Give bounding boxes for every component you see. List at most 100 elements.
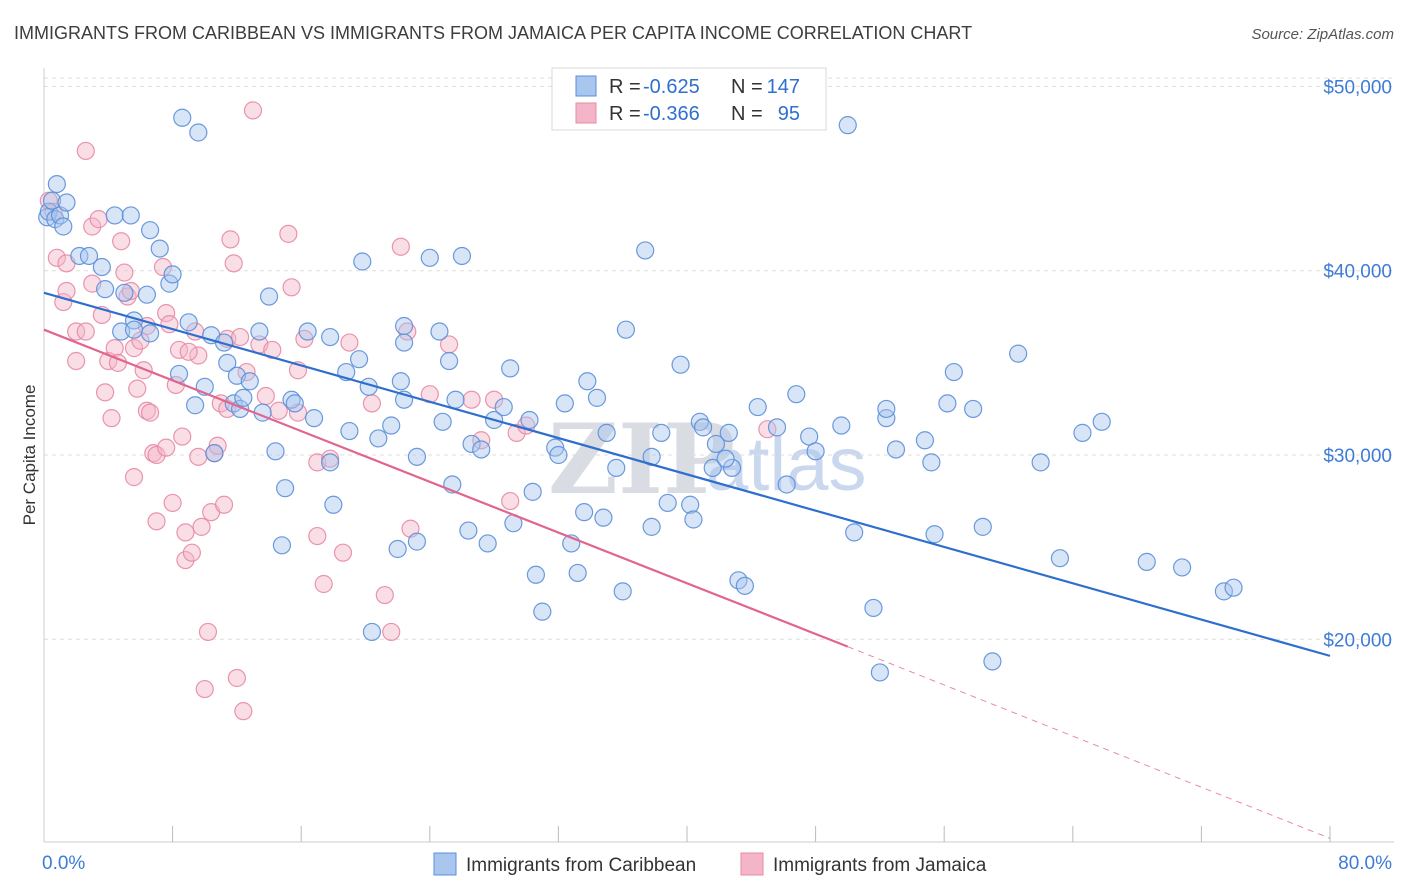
caribbean-point-51	[369, 429, 388, 448]
y-tick-labels: $20,000 $30,000 $40,000 $50,000	[1323, 77, 1392, 651]
jamaica-point-78	[462, 390, 481, 409]
caribbean-point-114	[845, 523, 864, 542]
caribbean-point-29	[186, 396, 205, 415]
caribbean-point-132	[1092, 412, 1111, 431]
jamaica-point-24	[134, 361, 153, 380]
caribbean-point-2	[42, 191, 62, 210]
caribbean-point-93	[658, 493, 677, 513]
jamaica-point-69	[340, 333, 359, 352]
caribbean-point-54	[394, 316, 414, 336]
caribbean-point-100	[706, 434, 726, 454]
series-caribbean-points	[38, 108, 1243, 682]
x-tick-label-max: 80.0%	[1338, 853, 1392, 874]
caribbean-point-116	[870, 663, 890, 682]
caribbean-point-13	[121, 206, 140, 225]
jamaica-point-8	[76, 141, 95, 161]
jamaica-point-71	[375, 585, 394, 605]
caribbean-point-25	[140, 324, 160, 343]
caribbean-point-109	[787, 385, 806, 404]
caribbean-point-124	[944, 362, 963, 382]
caribbean-point-74	[526, 565, 545, 584]
jamaica-point-70	[362, 394, 382, 413]
caribbean-point-35	[250, 322, 269, 341]
caribbean-point-145	[234, 388, 253, 407]
caribbean-point-39	[266, 442, 285, 461]
caribbean-point-107	[767, 418, 787, 437]
legend-n-label-caribbean: N =	[731, 76, 763, 98]
caribbean-point-8	[70, 246, 89, 266]
caribbean-point-61	[439, 351, 459, 371]
jamaica-point-10	[83, 217, 102, 236]
caribbean-point-32	[218, 353, 237, 372]
jamaica-point-33	[163, 493, 182, 513]
caribbean-point-142	[420, 248, 439, 267]
jamaica-point-17	[112, 232, 131, 251]
jamaica-point-30	[153, 257, 173, 277]
caribbean-point-144	[259, 287, 279, 306]
jamaica-point-73	[391, 237, 410, 256]
caribbean-point-19	[189, 123, 208, 142]
y-tick-label-3: $50,000	[1323, 77, 1392, 98]
caribbean-point-141	[388, 539, 407, 559]
caribbean-point-18	[173, 108, 192, 127]
jamaica-point-49	[214, 495, 234, 514]
caribbean-point-94	[671, 355, 690, 374]
stats-legend-box	[551, 67, 827, 131]
watermark-zip: ZIP	[548, 403, 735, 516]
jamaica-point-15	[102, 409, 121, 428]
caribbean-point-6	[54, 217, 73, 236]
jamaica-point-72	[382, 622, 401, 642]
caribbean-point-48	[349, 350, 369, 369]
caribbean-point-44	[321, 453, 340, 472]
jamaica-point-13	[95, 383, 115, 402]
chart-title: IMMIGRANTS FROM CARIBBEAN VS IMMIGRANTS …	[14, 23, 972, 43]
caribbean-point-136	[1224, 578, 1243, 597]
caribbean-point-65	[462, 434, 481, 454]
caribbean-point-103	[716, 449, 735, 468]
caribbean-point-118	[877, 399, 896, 419]
caribbean-point-60	[433, 412, 452, 431]
y-tick-label-1: $30,000	[1323, 446, 1392, 467]
caribbean-point-85	[597, 423, 616, 442]
caribbean-point-134	[1173, 558, 1192, 577]
caribbean-point-43	[304, 409, 324, 428]
jamaica-point-12	[89, 210, 108, 229]
jamaica-point-92	[124, 468, 144, 487]
legend-swatch-caribbean	[575, 75, 597, 97]
jamaica-point-79	[485, 390, 504, 409]
caribbean-point-87	[613, 582, 632, 601]
jamaica-point-93	[472, 431, 491, 450]
jamaica-point-28	[147, 445, 166, 465]
caribbean-point-77	[549, 445, 568, 465]
caribbean-point-129	[1031, 453, 1050, 472]
caribbean-point-55	[394, 333, 414, 352]
caribbean-point-101	[719, 423, 738, 442]
legend-r-label-caribbean: R =	[609, 76, 641, 98]
jamaica-point-65	[308, 526, 327, 546]
series-legend: Immigrants from Caribbean Immigrants fro…	[433, 852, 987, 876]
jamaica-point-60	[279, 224, 298, 243]
caribbean-point-41	[285, 394, 304, 413]
caribbean-point-123	[938, 394, 957, 413]
jamaica-point-29	[147, 512, 166, 531]
jamaica-point-25	[137, 401, 156, 420]
jamaica-point-88	[157, 438, 176, 457]
jamaica-point-84	[179, 342, 198, 361]
caribbean-point-81	[575, 503, 594, 522]
jamaica-point-9	[76, 322, 95, 341]
caribbean-point-64	[459, 521, 478, 540]
caribbean-point-73	[523, 482, 542, 501]
jamaica-point-51	[221, 230, 240, 249]
jamaica-point-44	[195, 679, 214, 699]
trend-line-caribbean	[43, 291, 1331, 657]
caribbean-point-95	[681, 495, 700, 514]
caribbean-point-111	[806, 442, 825, 461]
caribbean-point-98	[693, 418, 713, 437]
jamaica-point-80	[501, 491, 520, 511]
series-legend-swatch-caribbean	[433, 852, 457, 876]
caribbean-point-58	[407, 532, 427, 551]
caribbean-point-83	[587, 388, 607, 407]
caribbean-point-7	[57, 193, 76, 212]
caribbean-point-34	[240, 372, 259, 391]
caribbean-point-82	[578, 372, 597, 391]
